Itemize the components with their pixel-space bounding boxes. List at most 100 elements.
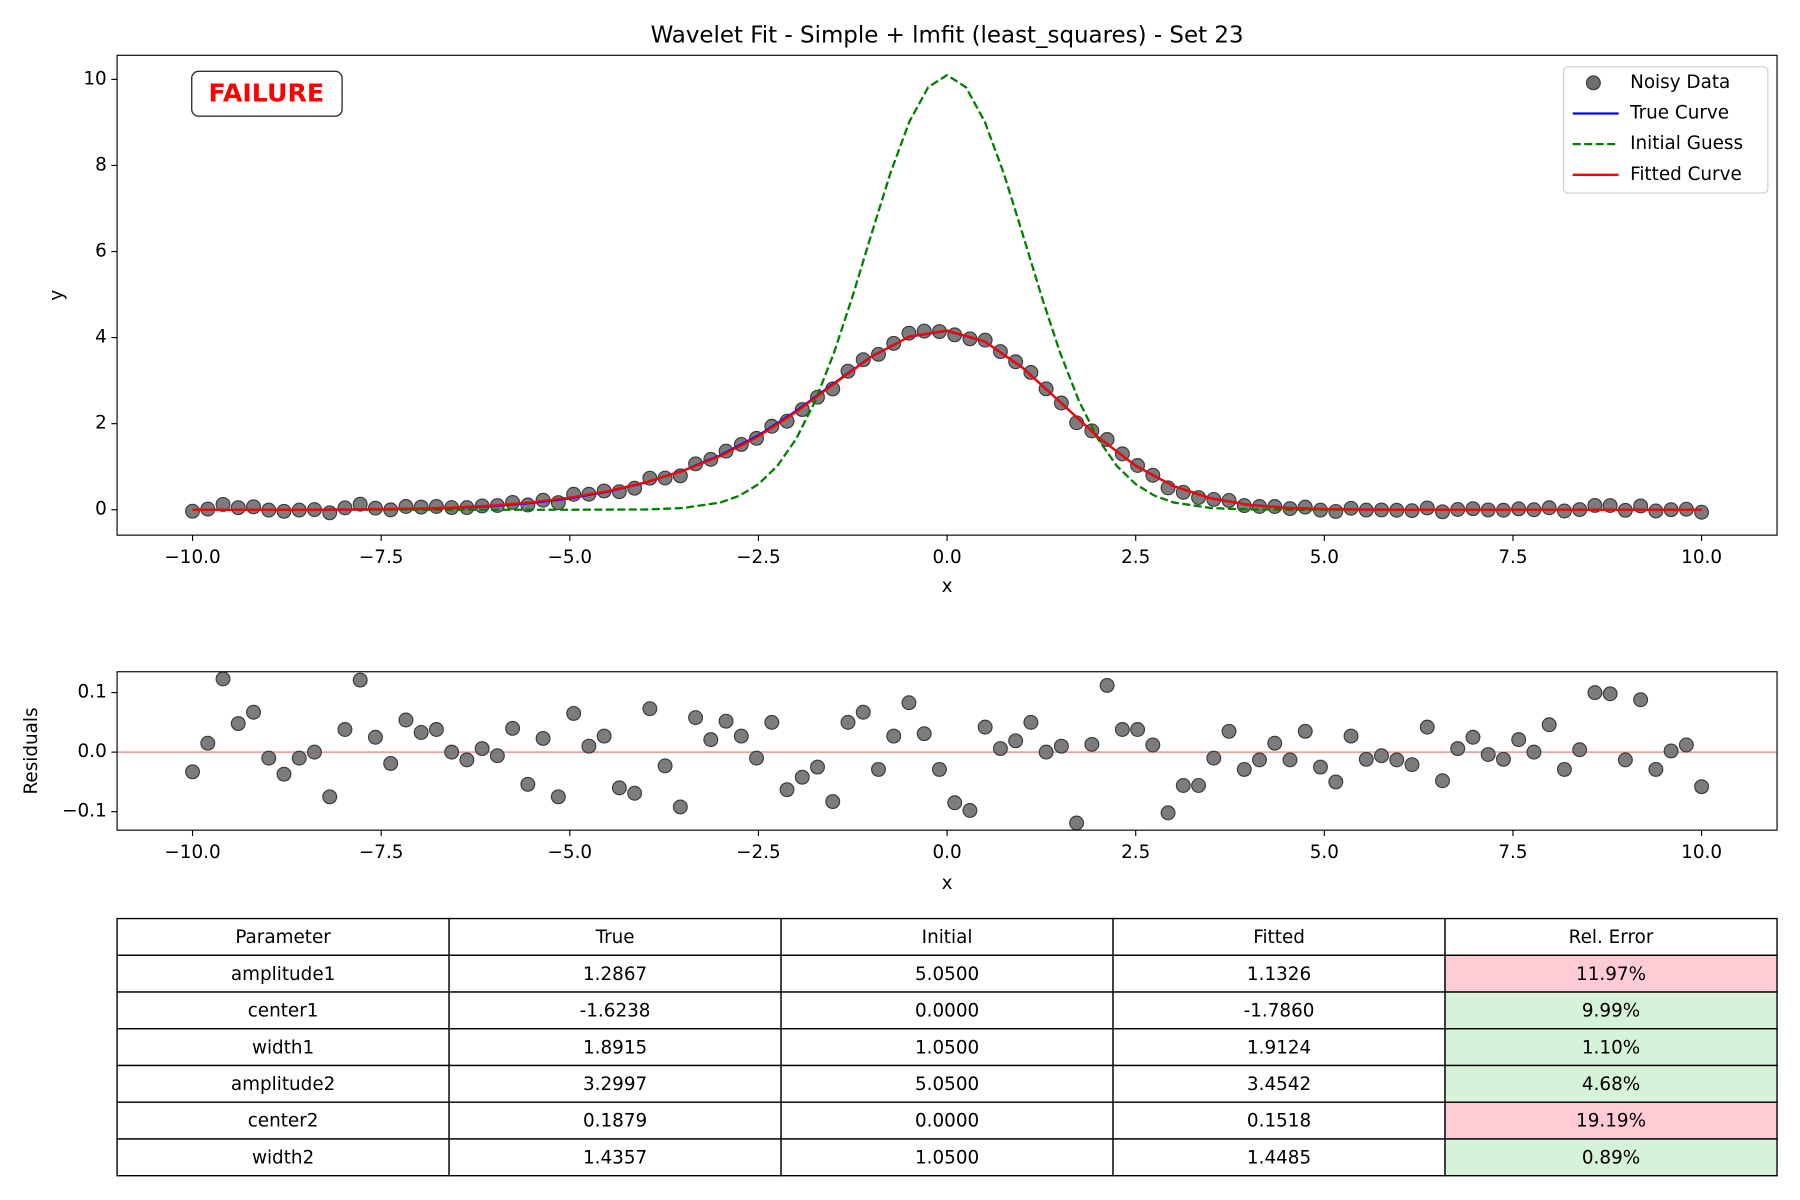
table-text: 1.4357 <box>583 1147 647 1168</box>
table-header: True <box>595 927 635 948</box>
legend-label: Fitted Curve <box>1630 164 1742 185</box>
data-point <box>246 499 261 515</box>
legend-label: Initial Guess <box>1630 133 1743 154</box>
table-cell <box>1444 1138 1778 1177</box>
y-tick-label: 0.1 <box>78 682 107 703</box>
data-point <box>230 716 246 732</box>
table-text: 1.0500 <box>915 1037 979 1058</box>
y-tick-label: 0.0 <box>78 741 107 762</box>
y-tick-label: −0.1 <box>62 801 107 822</box>
y-tick-label: 0 <box>95 499 107 520</box>
table-text: 5.0500 <box>915 964 979 985</box>
table-cell <box>1112 1101 1446 1140</box>
x-tick-label: −10.0 <box>164 547 220 568</box>
table-cell <box>780 1101 1114 1140</box>
table-header: Initial <box>922 927 973 948</box>
data-point <box>871 761 886 777</box>
data-point <box>733 728 749 744</box>
data-point <box>505 720 521 736</box>
data-point <box>794 769 810 785</box>
data-point <box>1663 743 1679 759</box>
data-point <box>307 744 322 760</box>
data-point <box>1221 723 1237 739</box>
data-point <box>1053 738 1069 754</box>
x-tick-label: 0.0 <box>932 842 961 863</box>
data-point <box>1435 773 1450 789</box>
data-point <box>215 671 231 687</box>
data-point <box>337 722 353 737</box>
data-point <box>1541 717 1557 733</box>
data-point <box>428 499 444 514</box>
data-point <box>444 744 460 760</box>
plot-frame <box>116 671 1778 831</box>
data-point <box>1114 722 1130 737</box>
data-point <box>1648 761 1664 777</box>
data-point <box>1694 504 1710 520</box>
data-point <box>1633 692 1649 708</box>
data-point <box>581 738 597 754</box>
data-point <box>947 795 963 811</box>
data-point <box>1145 737 1161 753</box>
data-point <box>1175 778 1191 793</box>
data-point <box>977 719 993 735</box>
table-cell <box>1112 1138 1446 1177</box>
table-text: 4.68% <box>1582 1074 1640 1095</box>
data-point <box>291 750 307 766</box>
x-tick-label: 5.0 <box>1310 547 1339 568</box>
table-text: -1.7860 <box>1244 1001 1315 1022</box>
data-point <box>428 722 444 737</box>
data-point <box>901 695 917 711</box>
data-point <box>276 503 292 519</box>
data-point <box>672 799 688 815</box>
data-point <box>246 704 261 720</box>
data-point <box>185 764 201 780</box>
data-point <box>810 759 825 775</box>
table-text: center2 <box>248 1111 319 1132</box>
data-point <box>627 785 643 801</box>
data-point <box>1587 685 1603 701</box>
x-tick-label: 0.0 <box>932 547 961 568</box>
data-point <box>1023 714 1039 730</box>
data-point <box>398 712 414 728</box>
table-text: 0.0000 <box>915 1111 979 1132</box>
table-cell <box>116 991 450 1030</box>
data-point <box>1435 504 1450 520</box>
data-point <box>1419 500 1435 516</box>
annotation: FAILURE <box>208 78 324 107</box>
data-point <box>322 789 338 805</box>
data-point <box>1694 779 1710 795</box>
x-tick-label: −2.5 <box>736 547 781 568</box>
data-point <box>611 780 627 796</box>
data-point <box>1465 729 1481 745</box>
data-point <box>1038 744 1054 760</box>
x-tick-label: 7.5 <box>1498 547 1527 568</box>
x-tick-label: 5.0 <box>1310 842 1339 863</box>
table-text: 1.2867 <box>583 964 647 985</box>
data-point <box>596 728 612 744</box>
data-point <box>840 714 856 730</box>
data-point <box>261 750 277 766</box>
x-tick-label: 7.5 <box>1498 842 1527 863</box>
data-point <box>566 705 582 721</box>
data-point <box>322 505 338 521</box>
data-point <box>489 748 505 764</box>
data-point <box>779 782 795 798</box>
table-header: Fitted <box>1253 927 1305 948</box>
data-point <box>276 766 292 782</box>
x-tick-label: 2.5 <box>1121 842 1150 863</box>
x-tick-label: 10.0 <box>1681 547 1722 568</box>
data-point <box>1328 503 1344 519</box>
legend <box>1562 66 1769 194</box>
data-point <box>215 496 231 512</box>
table-text: 0.89% <box>1582 1147 1640 1168</box>
data-point <box>1419 719 1435 735</box>
data-point <box>520 776 536 792</box>
x-tick-label: −10.0 <box>164 842 220 863</box>
x-tick-label: −5.0 <box>548 547 593 568</box>
y-tick-label: 2 <box>95 413 107 434</box>
data-point <box>352 496 368 512</box>
data-point <box>931 761 947 777</box>
annotation-box <box>191 70 343 117</box>
data-point <box>200 735 216 751</box>
